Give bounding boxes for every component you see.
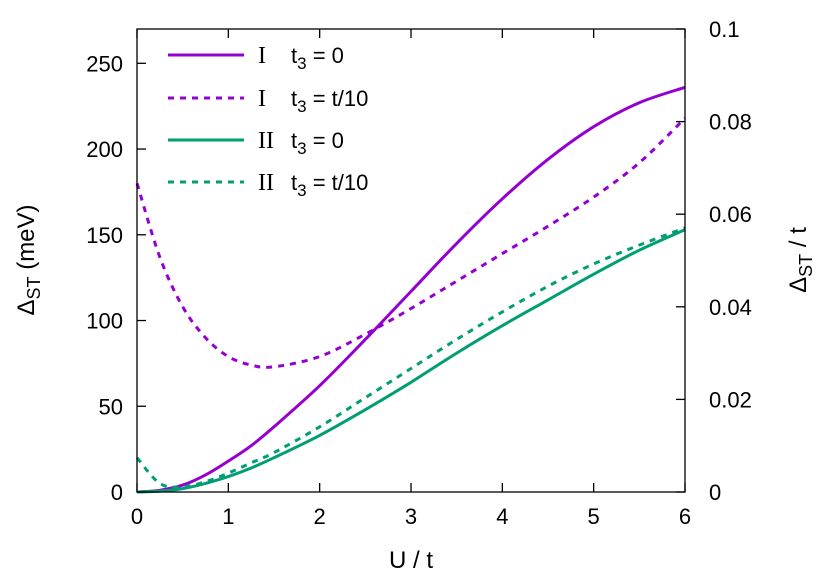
y2-tick-label: 0 xyxy=(709,480,721,505)
y-tick-label: 150 xyxy=(86,223,123,248)
y2-axis-title: ΔST / t xyxy=(785,227,816,293)
y-axis-title: ΔST (meV) xyxy=(13,204,44,315)
series-I-t3-0-line xyxy=(136,85,686,494)
y2-tick-label: 0.1 xyxy=(709,17,740,42)
x-tick-label: 1 xyxy=(222,504,234,529)
series-I-t3-t10-legend-label: t3 = t/10 xyxy=(291,86,368,116)
ticks xyxy=(136,28,686,493)
y2-tick-label: 0.04 xyxy=(709,295,752,320)
plot-lines xyxy=(135,85,687,494)
y-tick-label: 0 xyxy=(111,480,123,505)
x-tick-label: 2 xyxy=(314,504,326,529)
y2-tick-label: 0.02 xyxy=(709,387,752,412)
series-II-t3-0-legend-label: t3 = 0 xyxy=(291,128,344,158)
x-tick-label: 4 xyxy=(496,504,508,529)
series-II-t3-0-line xyxy=(136,228,686,494)
y2-tick-label: 0.08 xyxy=(709,110,752,135)
series-I-t3-t10-legend-numeral: I xyxy=(258,86,266,112)
x-tick-label: 5 xyxy=(588,504,600,529)
y-tick-label: 50 xyxy=(99,394,123,419)
series-II-t3-0-legend-numeral: II xyxy=(258,128,274,154)
y2-tick-label: 0.06 xyxy=(709,202,752,227)
x-tick-label: 3 xyxy=(405,504,417,529)
y-tick-label: 250 xyxy=(86,51,123,76)
x-tick-label: 6 xyxy=(679,504,691,529)
x-tick-label: 0 xyxy=(131,504,143,529)
tick-labels: 0 1 2 3 4 5 605010015020025000.020.040.060.080… xyxy=(86,17,752,529)
x-axis-title: U / t xyxy=(389,547,433,574)
series-I-t3-t10-line xyxy=(135,117,687,369)
series-I-t3-0-legend-numeral: I xyxy=(258,43,266,69)
series-I-t3-0-legend-label: t3 = 0 xyxy=(291,43,344,73)
series-II-t3-t10-legend-numeral: II xyxy=(258,170,274,196)
series-II-t3-t10-legend-label: t3 = t/10 xyxy=(291,170,368,200)
y-tick-label: 200 xyxy=(86,137,123,162)
series-II-t3-t10-line xyxy=(135,226,686,489)
y-tick-label: 100 xyxy=(86,309,123,334)
